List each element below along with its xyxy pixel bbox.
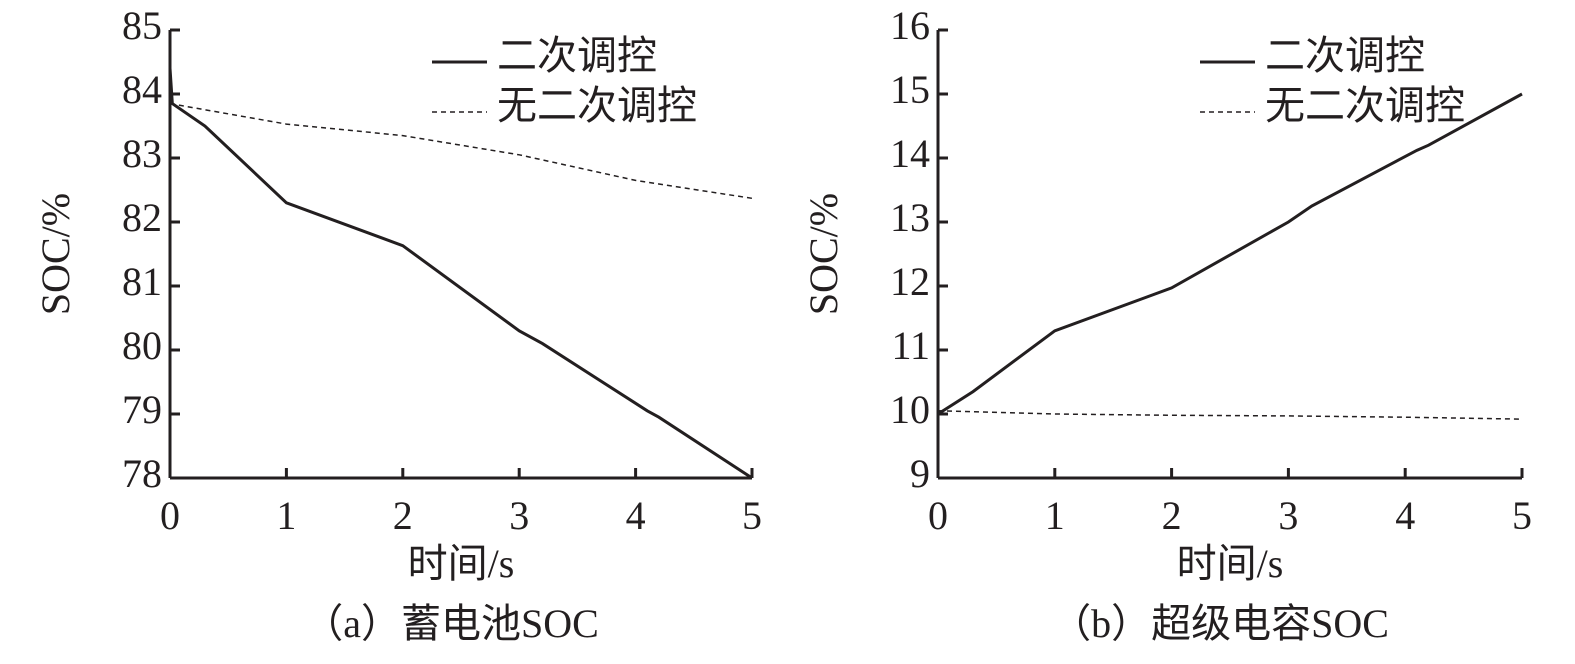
legend-label: 无二次调控 <box>497 83 697 128</box>
y-tick-label: 80 <box>122 323 162 368</box>
x-tick-label: 3 <box>509 493 529 538</box>
x-tick-label: 2 <box>1162 493 1182 538</box>
x-tick-label: 2 <box>393 493 413 538</box>
legend-label: 二次调控 <box>497 33 657 78</box>
y-tick-label: 16 <box>890 3 930 48</box>
y-tick-label: 83 <box>122 131 162 176</box>
x-tick-label: 0 <box>928 493 948 538</box>
x-tick-label: 5 <box>1512 493 1532 538</box>
y-tick-label: 85 <box>122 3 162 48</box>
x-tick-label: 3 <box>1278 493 1298 538</box>
x-axis-label: 时间/s <box>408 541 515 586</box>
legend-label: 二次调控 <box>1265 33 1425 78</box>
x-axis-label: 时间/s <box>1177 541 1284 586</box>
y-tick-label: 81 <box>122 259 162 304</box>
y-tick-label: 84 <box>122 67 162 112</box>
x-tick-label: 1 <box>1045 493 1065 538</box>
line-series <box>168 68 753 480</box>
x-tick-label: 5 <box>742 493 762 538</box>
y-tick-label: 14 <box>890 131 930 176</box>
caption: （b）超级电容SOC <box>1051 601 1389 646</box>
x-tick-label: 0 <box>160 493 180 538</box>
x-tick-label: 1 <box>276 493 296 538</box>
line-series <box>937 92 1523 416</box>
y-tick-label: 82 <box>122 195 162 240</box>
y-tick-label: 15 <box>890 67 930 112</box>
legend-label: 无二次调控 <box>1265 83 1465 128</box>
y-axis-label: SOC/% <box>801 193 846 315</box>
x-tick-label: 4 <box>1395 493 1415 538</box>
y-tick-label: 78 <box>122 451 162 496</box>
y-axis-label: SOC/% <box>33 193 78 315</box>
y-tick-label: 12 <box>890 259 930 304</box>
y-tick-label: 10 <box>890 387 930 432</box>
caption: （a）蓄电池SOC <box>303 601 599 646</box>
y-tick-label: 9 <box>910 451 930 496</box>
x-tick-label: 4 <box>626 493 646 538</box>
y-tick-label: 11 <box>891 323 930 368</box>
line-series <box>937 410 1523 420</box>
y-tick-label: 13 <box>890 195 930 240</box>
y-tick-label: 79 <box>122 387 162 432</box>
